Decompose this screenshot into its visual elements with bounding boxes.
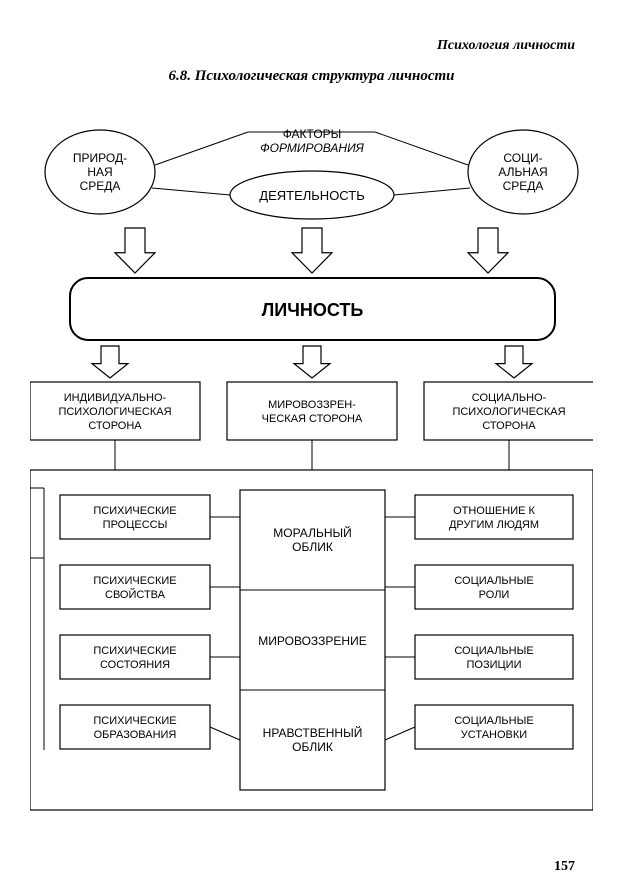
svg-text:ПСИХИЧЕСКИЕ: ПСИХИЧЕСКИЕ (93, 505, 176, 517)
svg-text:УСТАНОВКИ: УСТАНОВКИ (461, 729, 527, 741)
svg-text:СТОРОНА: СТОРОНА (88, 420, 142, 432)
svg-text:МИРОВОЗЗРЕНИЕ: МИРОВОЗЗРЕНИЕ (258, 634, 366, 648)
svg-text:ОБЛИК: ОБЛИК (292, 740, 333, 754)
svg-text:ПРОЦЕССЫ: ПРОЦЕССЫ (103, 519, 168, 531)
svg-text:СОЦИАЛЬНО-: СОЦИАЛЬНО- (472, 392, 547, 404)
svg-text:ИНДИВИДУАЛЬНО-: ИНДИВИДУАЛЬНО- (64, 392, 167, 404)
svg-text:СВОЙСТВА: СВОЙСТВА (105, 588, 166, 601)
svg-text:СРЕДА: СРЕДА (80, 179, 121, 193)
svg-text:ФАКТОРЫ: ФАКТОРЫ (283, 127, 342, 141)
svg-text:ПРИРОД-: ПРИРОД- (73, 151, 127, 165)
svg-text:НРАВСТВЕННЫЙ: НРАВСТВЕННЫЙ (263, 725, 363, 740)
svg-text:ПСИХИЧЕСКИЕ: ПСИХИЧЕСКИЕ (93, 715, 176, 727)
svg-text:НАЯ: НАЯ (87, 165, 112, 179)
svg-text:ОБЛИК: ОБЛИК (292, 540, 333, 554)
svg-text:МОРАЛЬНЫЙ: МОРАЛЬНЫЙ (273, 525, 351, 540)
svg-text:СОЦИАЛЬНЫЕ: СОЦИАЛЬНЫЕ (454, 575, 533, 587)
svg-text:СОСТОЯНИЯ: СОСТОЯНИЯ (100, 659, 170, 671)
svg-text:ПСИХОЛОГИЧЕСКАЯ: ПСИХОЛОГИЧЕСКАЯ (452, 406, 565, 418)
svg-text:ДРУГИМ ЛЮДЯМ: ДРУГИМ ЛЮДЯМ (449, 519, 539, 531)
section-title: 6.8. Психологическая структура личности (0, 68, 623, 85)
svg-text:МИРОВОЗЗРЕН-: МИРОВОЗЗРЕН- (268, 399, 356, 411)
svg-text:АЛЬНАЯ: АЛЬНАЯ (498, 165, 547, 179)
svg-text:СОЦИ-: СОЦИ- (503, 151, 542, 165)
svg-text:ПСИХИЧЕСКИЕ: ПСИХИЧЕСКИЕ (93, 645, 176, 657)
svg-text:СОЦИАЛЬНЫЕ: СОЦИАЛЬНЫЕ (454, 645, 533, 657)
svg-text:ОТНОШЕНИЕ К: ОТНОШЕНИЕ К (453, 505, 535, 517)
svg-text:ПСИХОЛОГИЧЕСКАЯ: ПСИХОЛОГИЧЕСКАЯ (58, 406, 171, 418)
svg-text:СРЕДА: СРЕДА (503, 179, 544, 193)
svg-text:РОЛИ: РОЛИ (479, 589, 510, 601)
svg-text:ПСИХИЧЕСКИЕ: ПСИХИЧЕСКИЕ (93, 575, 176, 587)
svg-text:ЧЕСКАЯ СТОРОНА: ЧЕСКАЯ СТОРОНА (262, 413, 363, 425)
svg-text:ДЕЯТЕЛЬНОСТЬ: ДЕЯТЕЛЬНОСТЬ (259, 188, 364, 203)
svg-text:ОБРАЗОВАНИЯ: ОБРАЗОВАНИЯ (94, 729, 177, 741)
page-number: 157 (554, 859, 575, 875)
header-right: Психология личности (437, 38, 575, 54)
svg-text:СОЦИАЛЬНЫЕ: СОЦИАЛЬНЫЕ (454, 715, 533, 727)
structure-diagram: ФАКТОРЫФОРМИРОВАНИЯПРИРОД-НАЯСРЕДАСОЦИ-А… (30, 110, 593, 840)
svg-text:ФОРМИРОВАНИЯ: ФОРМИРОВАНИЯ (260, 141, 365, 155)
svg-text:ЛИЧНОСТЬ: ЛИЧНОСТЬ (262, 300, 364, 320)
svg-text:ПОЗИЦИИ: ПОЗИЦИИ (467, 659, 522, 671)
svg-text:СТОРОНА: СТОРОНА (482, 420, 536, 432)
